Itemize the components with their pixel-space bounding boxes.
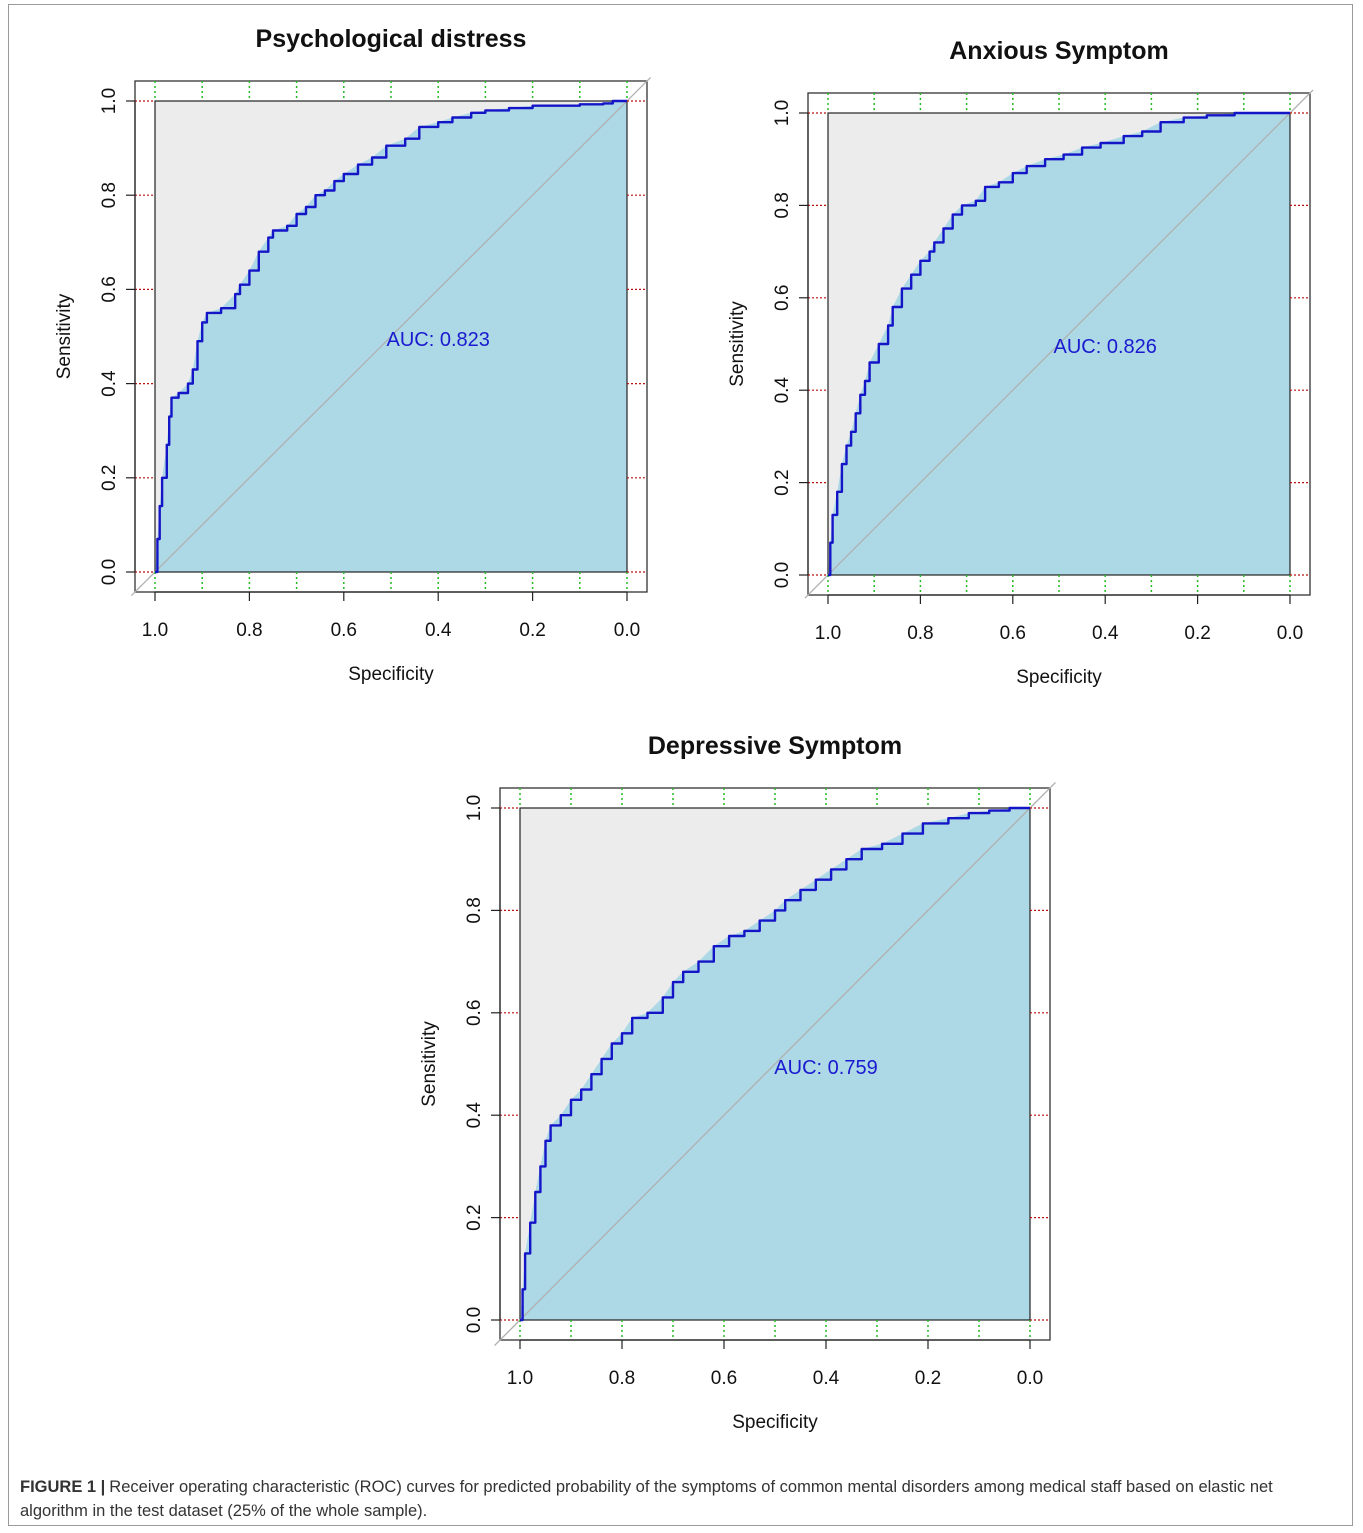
figure-caption: FIGURE 1 | Receiver operating characteris… [20,1475,1340,1523]
x-tick-label: 1.0 [142,620,168,641]
x-tick-label: 0.0 [1017,1368,1043,1389]
roc-curve [155,99,627,574]
auc-label: AUC: 0.823 [387,329,490,351]
chart-title: Depressive Symptom [648,732,902,760]
x-tick-label: 0.6 [1000,623,1026,644]
x-tick-label: 0.8 [609,1368,635,1389]
roc-chart-anxious-symptom: 1.0 0.8 0.6 0.4 0.2 0.0 0.0 0.2 0.4 0.6 0.8 1.0 Spec… [727,37,1314,688]
y-tick-label: 0.6 [99,276,120,302]
x-tick-label: 0.2 [915,1368,941,1389]
diagonal-reference-line [804,89,1314,599]
chart-title: Psychological distress [256,25,527,53]
y-axis-label: Sensitivity [727,301,748,387]
x-tick-label: 0.4 [1092,623,1119,644]
x-tick-label: 0.4 [813,1368,840,1389]
y-tick-label: 0.8 [464,897,485,923]
chart-title: Anxious Symptom [949,37,1168,65]
x-tick-label: 0.0 [614,620,640,641]
x-tick-label: 0.8 [236,620,262,641]
x-tick-label: 0.8 [907,623,933,644]
x-tick-label: 0.2 [1184,623,1210,644]
caption-label: FIGURE 1 | [20,1478,106,1496]
y-tick-label: 0.2 [772,469,793,495]
y-tick-label: 0.4 [464,1102,485,1129]
caption-text: Receiver operating characteristic (ROC) … [20,1478,1273,1520]
y-tick-label: 0.0 [464,1307,485,1333]
y-axis-label: Sensitivity [419,1021,440,1107]
x-tick-label: 0.2 [519,620,545,641]
y-tick-label: 1.0 [464,795,485,821]
x-axis-label: Specificity [348,664,434,685]
roc-chart-depressive-symptom: 1.0 0.8 0.6 0.4 0.2 0.0 0.0 0.2 0.4 0.6 0.8 1.0 Spec… [419,732,1056,1433]
x-tick-label: 0.4 [425,620,452,641]
x-tick-label: 0.6 [711,1368,737,1389]
x-tick-label: 0.6 [331,620,357,641]
roc-curve [520,806,1030,1322]
y-tick-label: 0.8 [99,182,120,208]
y-axis-label: Sensitivity [54,293,75,379]
y-tick-label: 0.4 [99,370,120,397]
x-tick-label: 0.0 [1277,623,1303,644]
y-tick-label: 0.4 [772,377,793,404]
roc-chart-psychological-distress: 1.0 0.8 0.6 0.4 0.2 0.0 0.0 0.2 0.4 0.6 0.8 1.0 Spec… [54,25,652,685]
y-tick-label: 0.2 [99,465,120,491]
y-tick-label: 0.6 [772,285,793,311]
y-tick-label: 0.6 [464,1000,485,1026]
x-axis-label: Specificity [732,1412,818,1433]
y-tick-label: 0.2 [464,1204,485,1230]
figure-frame [8,4,1353,1526]
diagonal-reference-line [494,781,1056,1347]
auc-label: AUC: 0.826 [1054,336,1157,358]
x-tick-label: 1.0 [507,1368,533,1389]
y-tick-label: 0.0 [99,559,120,585]
x-tick-label: 1.0 [815,623,841,644]
y-tick-label: 0.0 [772,562,793,588]
diagonal-reference-line [130,76,652,597]
y-tick-label: 0.8 [772,192,793,218]
y-tick-label: 1.0 [99,88,120,114]
roc-curve [828,111,1290,577]
auc-label: AUC: 0.759 [774,1057,877,1079]
y-tick-label: 1.0 [772,100,793,126]
x-axis-label: Specificity [1016,667,1102,688]
